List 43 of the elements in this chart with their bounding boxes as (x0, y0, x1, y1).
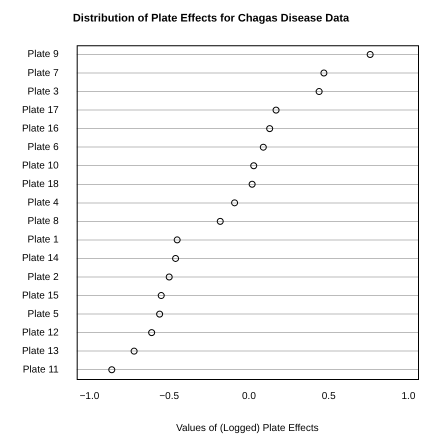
point (320, 70, 328, 77)
point (108, 366, 116, 374)
x-axis-title: Values of (Logged) Plate Effects (176, 422, 319, 434)
chart-title: Distribution of Plate Effects for Chagas Disease Data (72, 12, 350, 25)
y-tick-label: Plate 5 (28, 308, 60, 320)
y-tick-label: Plate 4 (28, 198, 60, 209)
y-tick-label: Plate 18 (22, 179, 60, 190)
y-tick-label: Plate 17 (22, 104, 60, 116)
point (156, 310, 164, 318)
point (272, 106, 280, 114)
y-tick-label: Plate 11 (22, 364, 60, 376)
point (172, 254, 180, 262)
point (260, 144, 267, 151)
point (166, 274, 173, 281)
point (248, 180, 256, 188)
y-tick-label: Plate 16 (22, 123, 60, 134)
point (130, 348, 138, 355)
x-tick-label: 0.5 (322, 390, 336, 402)
y-tick-label: Plate 15 (22, 290, 60, 302)
point (231, 199, 238, 206)
x-tick-label: −1.0 (80, 390, 100, 402)
y-tick-label: Plate 1 (28, 234, 60, 246)
y-tick-label: Plate 3 (28, 86, 60, 98)
x-tick-label: −0.5 (159, 390, 180, 402)
point (266, 125, 274, 132)
x-tick-label: 0.0 (242, 390, 256, 402)
y-tick-label: Plate 13 (22, 346, 60, 357)
y-tick-label: Plate 14 (22, 253, 60, 264)
point (148, 329, 156, 336)
point (158, 292, 165, 300)
point (316, 88, 323, 96)
y-tick-label: Plate 7 (28, 68, 60, 79)
x-tick-label: 1.0 (401, 390, 416, 402)
y-tick-label: Plate 10 (22, 160, 60, 172)
y-tick-label: Plate 8 (28, 216, 60, 228)
y-tick-label: Plate 12 (22, 327, 60, 338)
y-tick-label: Plate 6 (28, 142, 60, 153)
y-tick-label: Plate 2 (28, 272, 60, 283)
y-tick-label: Plate 9 (28, 49, 60, 60)
point (366, 50, 374, 58)
point (216, 218, 224, 225)
point (174, 236, 181, 244)
point (250, 162, 258, 170)
